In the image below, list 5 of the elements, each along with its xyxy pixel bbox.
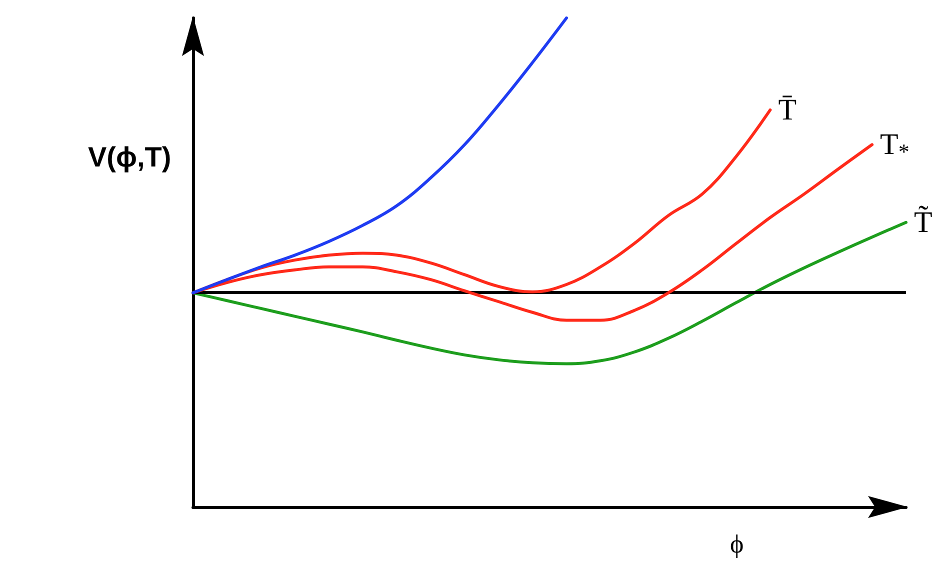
series-label: T̃	[914, 204, 932, 239]
series-label: T*	[880, 128, 910, 164]
series-label: T̄	[778, 93, 797, 126]
y-axis-title: V(ϕ,T)	[88, 142, 172, 172]
x-axis-title: ϕ	[730, 530, 744, 558]
